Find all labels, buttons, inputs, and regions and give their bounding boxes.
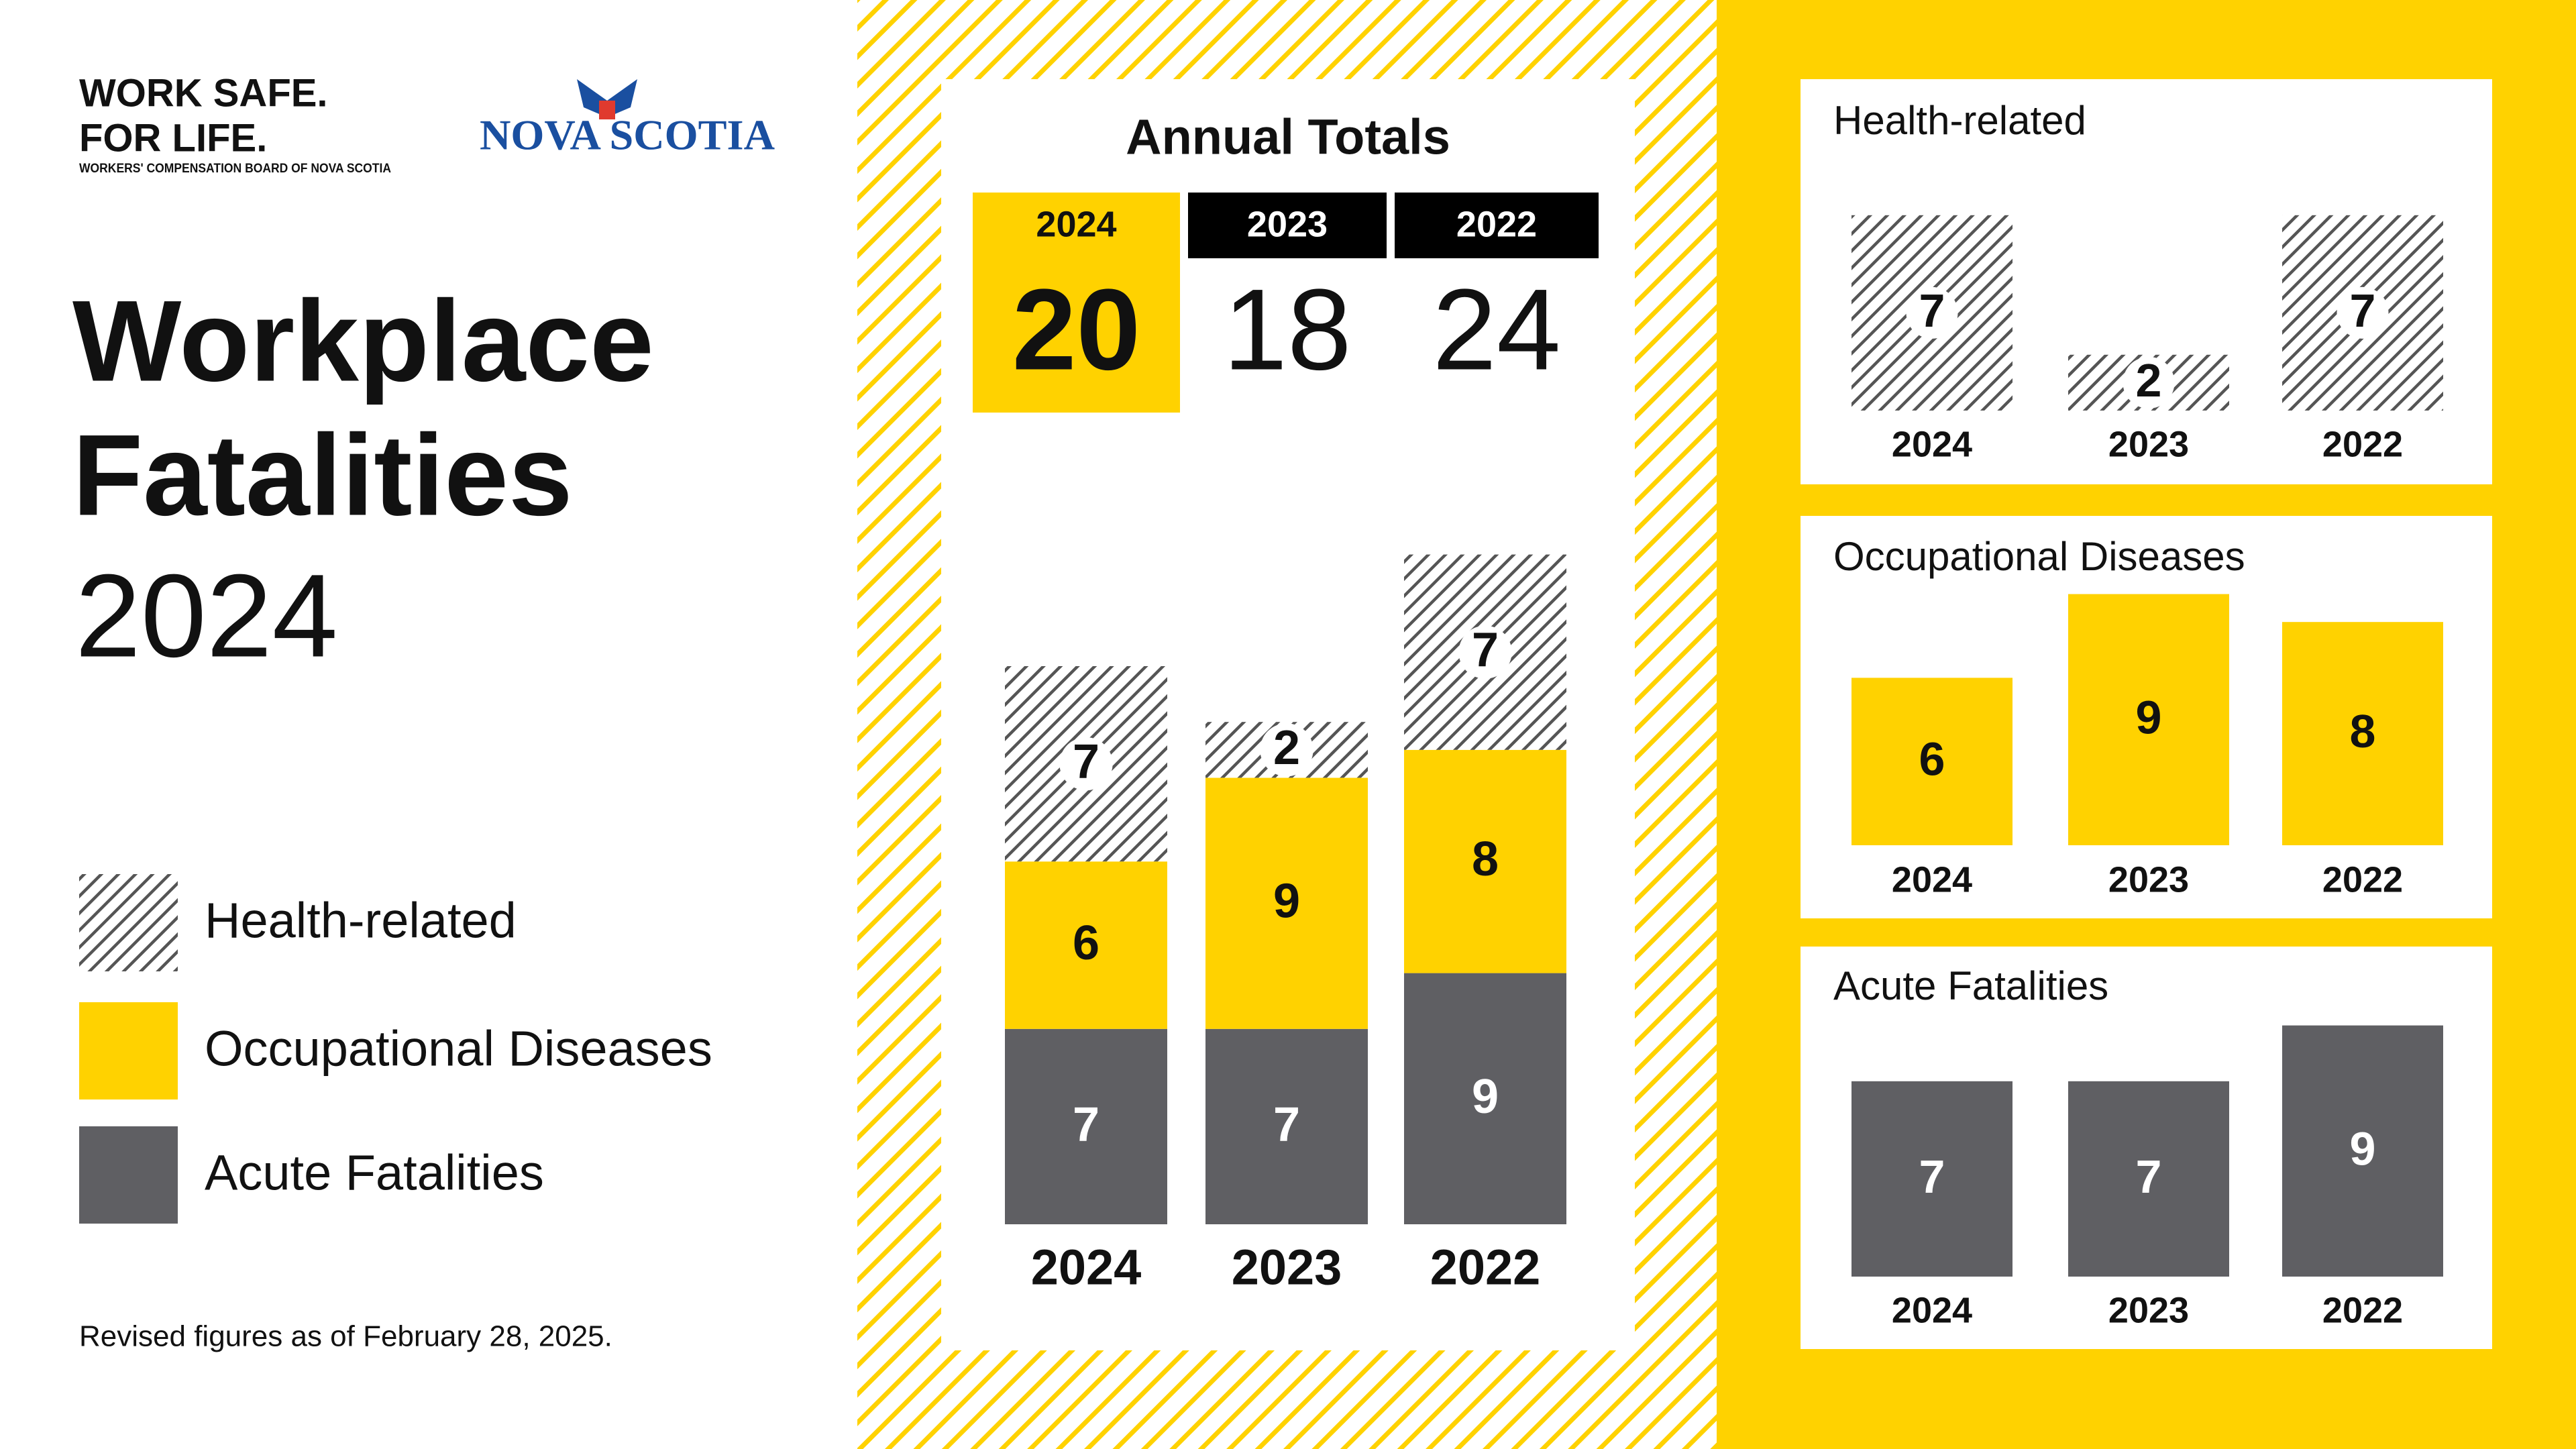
data-label: 7: [1472, 623, 1499, 677]
data-label: 6: [1073, 916, 1099, 970]
bar: [2282, 622, 2443, 845]
data-label: 7: [2136, 1150, 2162, 1203]
data-label: 8: [2350, 705, 2376, 757]
annual-totals-title: Annual Totals: [1126, 109, 1450, 165]
bar-segment: [1205, 1028, 1368, 1224]
bar-segment: [1404, 973, 1566, 1224]
label-backdrop: [2337, 286, 2389, 339]
flag-shield: [599, 101, 615, 119]
bar-segment: [1005, 861, 1167, 1029]
year-header: [1188, 193, 1387, 258]
total-value: 18: [1223, 265, 1351, 394]
x-tick-label: 2024: [1031, 1240, 1142, 1295]
data-label: 7: [1073, 1097, 1099, 1151]
data-label: 7: [1919, 1150, 1945, 1203]
data-label: 8: [1472, 833, 1499, 886]
data-label: 7: [2350, 284, 2376, 337]
bar: [2068, 594, 2229, 845]
data-label: 7: [1073, 735, 1099, 789]
label-backdrop: [1906, 286, 1958, 339]
bar: [1851, 678, 2012, 845]
left-panel: [0, 0, 857, 1449]
data-label: 7: [1273, 1097, 1300, 1151]
flag-emblem: [577, 79, 637, 117]
x-tick-label: 2022: [2322, 859, 2403, 900]
x-tick-label: 2022: [2322, 424, 2403, 464]
x-tick-label: 2023: [2108, 1290, 2189, 1330]
footnote: Revised figures as of February 28, 2025.: [79, 1320, 612, 1353]
data-label: 2: [1273, 721, 1300, 775]
bar: [2068, 1081, 2229, 1277]
subtitle-year: 2024: [75, 550, 338, 682]
x-tick-label: 2022: [2322, 1290, 2403, 1330]
bar: [1851, 1081, 2012, 1277]
bar: [2282, 1025, 2443, 1277]
title: Fatalities: [72, 411, 573, 539]
chart-title: Occupational Diseases: [1833, 534, 2245, 579]
data-label: 6: [1919, 733, 1945, 786]
total-value: 24: [1432, 265, 1560, 394]
label-backdrop: [1260, 723, 1313, 777]
legend-swatch: [79, 1002, 178, 1099]
legend-swatch: [79, 874, 178, 971]
chart-title: Acute Fatalities: [1833, 963, 2108, 1008]
gov-logo: NOVA SCOTIA: [480, 111, 775, 159]
legend-swatch: [79, 1126, 178, 1224]
total-value: 20: [1012, 265, 1140, 394]
logo-text: FOR LIFE.: [79, 116, 267, 160]
year-header: [1395, 193, 1599, 258]
bar-segment: [1404, 749, 1566, 973]
label-backdrop: [1458, 625, 1512, 679]
x-tick-label: 2023: [2108, 424, 2189, 464]
x-tick-label: 2022: [1430, 1240, 1541, 1295]
data-label: 9: [2136, 691, 2162, 743]
title: Workplace: [72, 276, 654, 405]
highlight-box: [973, 193, 1180, 413]
year-label: 2024: [1036, 204, 1116, 244]
bar-segment: [1205, 777, 1368, 1029]
x-tick-label: 2024: [1892, 859, 1972, 900]
year-label: 2022: [1456, 204, 1537, 244]
legend-label: Occupational Diseases: [205, 1021, 712, 1077]
chart-title: Health-related: [1833, 98, 2086, 143]
data-label: 2: [2136, 354, 2162, 407]
data-label: 9: [2350, 1122, 2376, 1175]
label-backdrop: [2123, 356, 2175, 409]
bar-segment: [1005, 1028, 1167, 1224]
year-label: 2023: [1247, 204, 1328, 244]
logo-text: WORK SAFE.: [79, 71, 328, 115]
data-label: 9: [1472, 1070, 1499, 1124]
x-tick-label: 2023: [1232, 1240, 1342, 1295]
x-tick-label: 2023: [2108, 859, 2189, 900]
data-label: 7: [1919, 284, 1945, 337]
legend-label: Health-related: [205, 893, 517, 949]
data-label: 9: [1273, 875, 1300, 928]
legend-label: Acute Fatalities: [205, 1145, 544, 1201]
logo-subtext: WORKERS' COMPENSATION BOARD OF NOVA SCOT…: [79, 162, 391, 176]
label-backdrop: [1059, 737, 1113, 791]
x-tick-label: 2024: [1892, 1290, 1972, 1330]
x-tick-label: 2024: [1892, 424, 1972, 464]
